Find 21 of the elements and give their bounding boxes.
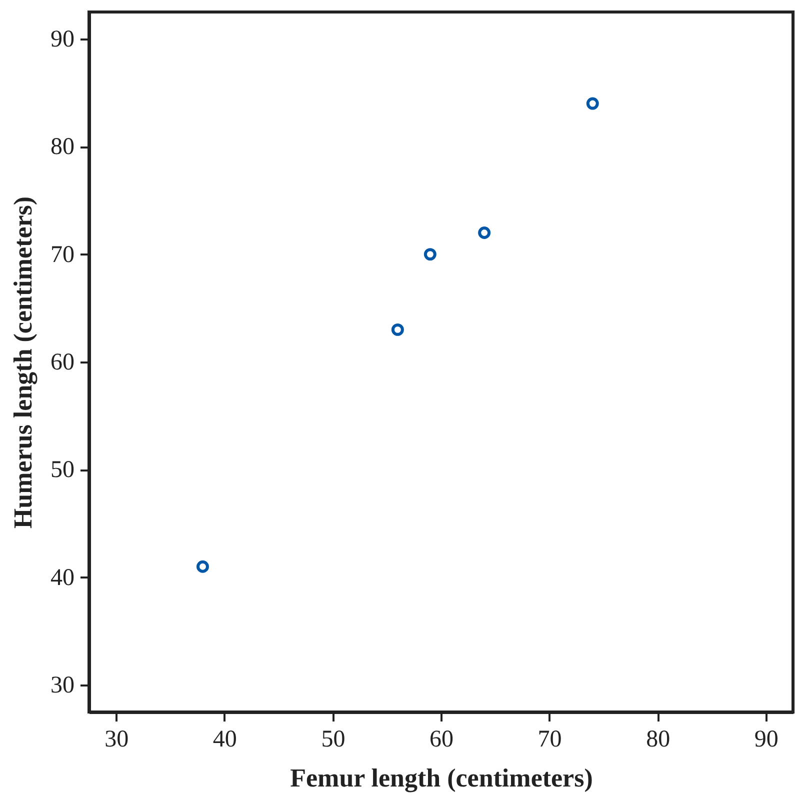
point bbox=[196, 560, 209, 573]
y-tick-label: 80 bbox=[50, 134, 74, 160]
x-tick-label: 70 bbox=[538, 726, 562, 752]
y-tick-label: 90 bbox=[50, 26, 74, 52]
point bbox=[391, 323, 404, 336]
y-tick-label: 60 bbox=[50, 350, 74, 376]
x-tick-label: 30 bbox=[104, 726, 129, 752]
y-tick-label: 70 bbox=[50, 242, 74, 268]
y-tick-label: 30 bbox=[50, 672, 74, 699]
x-tick-label: 60 bbox=[430, 726, 454, 752]
x-tick-label: 50 bbox=[321, 726, 346, 752]
y-tick-label: 40 bbox=[50, 564, 74, 591]
x-tick-label: 40 bbox=[212, 726, 237, 752]
x-axis-title: Femur length (centimeters) bbox=[290, 764, 593, 792]
y-tick-label: 50 bbox=[50, 457, 74, 484]
x-tick-label: 90 bbox=[754, 726, 778, 752]
point bbox=[424, 248, 436, 261]
y-axis-title: Humerus length (centimeters) bbox=[8, 196, 38, 529]
point bbox=[478, 226, 491, 240]
point bbox=[586, 97, 599, 110]
x-tick-label: 80 bbox=[646, 726, 670, 752]
